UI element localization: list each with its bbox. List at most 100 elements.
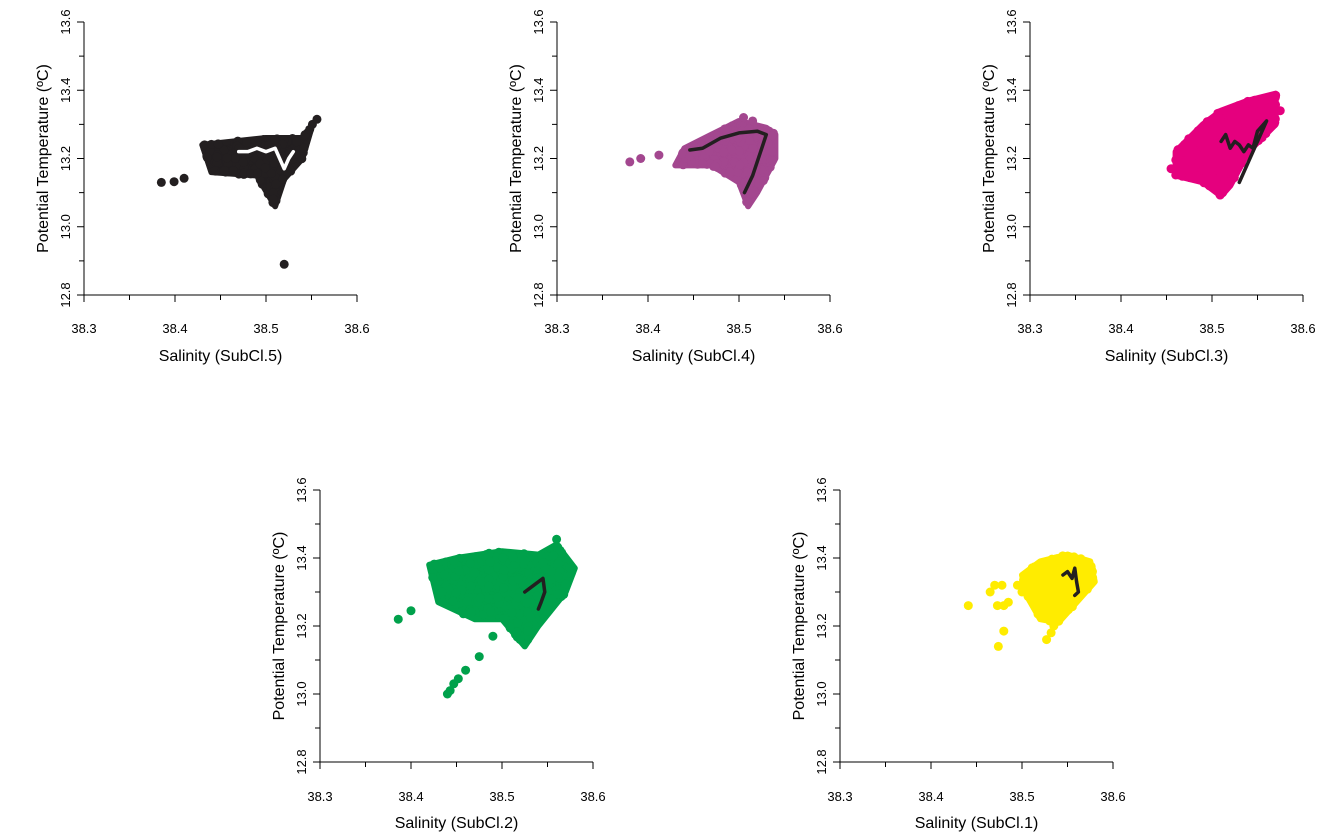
- scatter-point: [461, 665, 471, 675]
- x-tick-label: 38.3: [1017, 321, 1042, 336]
- y-tick-label: 13.2: [1004, 146, 1019, 171]
- scatter-point: [733, 133, 743, 143]
- y-tick-label: 12.8: [531, 282, 546, 307]
- scatter-point: [466, 607, 476, 617]
- scatter-point: [1271, 90, 1281, 100]
- scatter-point: [252, 168, 262, 178]
- scatter-point: [1235, 130, 1245, 140]
- scatter-point: [484, 574, 494, 584]
- mean-profile-line: [523, 576, 547, 611]
- y-axis-title: Potential Temperature (ºC): [508, 64, 525, 253]
- scatter-point: [1229, 173, 1239, 183]
- scatter-point: [1199, 165, 1209, 175]
- scatter-point: [1058, 587, 1068, 597]
- scatter-point: [1078, 569, 1088, 579]
- y-tick-label: 12.8: [814, 749, 829, 774]
- scatter-point: [742, 197, 752, 207]
- y-tick-label: 13.2: [294, 613, 309, 638]
- y-tick-label: 13.0: [531, 214, 546, 239]
- scatter-point: [1032, 581, 1042, 591]
- scatter-point: [1224, 148, 1234, 158]
- scatter-point: [498, 553, 508, 563]
- scatter-point: [513, 575, 523, 585]
- panel-subcl3: 38.3 38.4 38.5 38.6 12.8 13.0 13.2 13.4 13.6 Sali…: [981, 9, 1316, 365]
- scatter-point: [763, 139, 773, 149]
- scatter-point: [553, 589, 563, 599]
- scatter-point: [985, 587, 995, 597]
- scatter-point: [448, 596, 458, 606]
- scatter-point: [1076, 555, 1086, 565]
- scatter-point: [499, 565, 509, 575]
- scatter-points: [625, 113, 779, 210]
- scatter-point: [548, 551, 558, 561]
- scatter-point: [532, 591, 542, 601]
- scatter-point: [453, 674, 463, 684]
- scatter-point: [767, 156, 777, 166]
- scatter-point: [561, 579, 571, 589]
- y-tick-label: 12.8: [58, 282, 73, 307]
- scatter-point: [1211, 185, 1221, 195]
- scatter-point: [997, 580, 1007, 590]
- scatter-point: [1242, 98, 1252, 108]
- scatter-point: [219, 166, 229, 176]
- scatter-point: [429, 559, 439, 569]
- scatter-point: [470, 568, 480, 578]
- x-tick-label: 38.4: [162, 321, 187, 336]
- scatter-point: [292, 137, 302, 147]
- scatter-point: [1207, 129, 1217, 139]
- scatter-point: [999, 626, 1009, 636]
- y-tick-label: 13.4: [58, 78, 73, 103]
- scatter-point: [462, 596, 472, 606]
- scatter-point: [428, 572, 438, 582]
- scatter-point: [222, 153, 232, 163]
- x-axis-title: Salinity (SubCl.1): [915, 815, 1039, 832]
- scatter-points: [156, 114, 322, 269]
- y-tick-label: 13.6: [814, 477, 829, 502]
- scatter-point: [269, 158, 279, 168]
- scatter-point: [454, 566, 464, 576]
- scatter-point: [1241, 109, 1251, 119]
- scatter-point: [523, 626, 533, 636]
- scatter-point: [526, 612, 536, 622]
- x-tick-label: 38.6: [344, 321, 369, 336]
- scatter-point: [990, 580, 1000, 590]
- scatter-point: [508, 552, 518, 562]
- scatter-point: [1042, 635, 1052, 645]
- scatter-point: [1249, 95, 1259, 105]
- scatter-point: [1083, 577, 1093, 587]
- mean-profile-line: [688, 129, 769, 195]
- scatter-point: [228, 166, 238, 176]
- y-tick-label: 12.8: [294, 749, 309, 774]
- scatter-point: [213, 139, 223, 149]
- scatter-point: [748, 143, 758, 153]
- scatter-point: [565, 563, 575, 573]
- scatter-points: [963, 551, 1098, 651]
- y-axis-title: Potential Temperature (ºC): [981, 64, 998, 253]
- y-tick-label: 13.6: [58, 9, 73, 34]
- scatter-point: [1213, 108, 1223, 118]
- scatter-point: [486, 606, 496, 616]
- y-axis-title: Potential Temperature (ºC): [271, 532, 288, 721]
- x-tick-label: 38.6: [580, 789, 605, 804]
- scatter-point: [268, 188, 278, 198]
- scatter-point: [515, 635, 525, 645]
- scatter-point: [636, 154, 646, 163]
- scatter-point: [720, 124, 730, 134]
- scatter-point: [493, 562, 503, 572]
- y-tick-label: 13.4: [294, 545, 309, 570]
- scatter-point: [1265, 115, 1275, 125]
- scatter-point: [230, 153, 240, 163]
- scatter-point: [156, 177, 166, 187]
- scatter-point: [437, 596, 447, 606]
- panel-subcl5: 38.3 38.4 38.5 38.6 12.8 13.0 13.2 13.4 13.6 Sali…: [35, 9, 370, 365]
- scatter-point: [1205, 158, 1215, 168]
- scatter-point: [393, 614, 403, 624]
- scatter-point: [507, 608, 517, 618]
- x-axis-title: Salinity (SubCl.5): [159, 348, 283, 365]
- scatter-points: [393, 534, 578, 699]
- scatter-point: [524, 577, 534, 587]
- scatter-point: [625, 157, 635, 167]
- scatter-point: [238, 157, 248, 167]
- scatter-point: [710, 161, 720, 171]
